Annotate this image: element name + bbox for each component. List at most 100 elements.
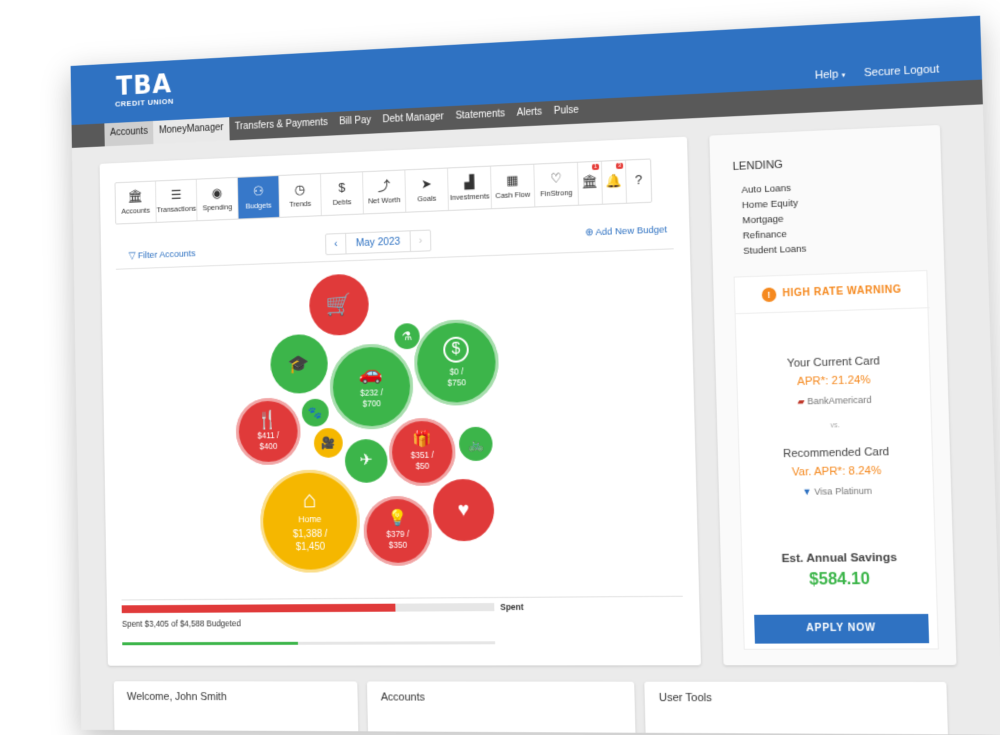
movie-camera-icon: 🎥	[321, 437, 336, 449]
recommended-card-bank: ▼ Visa Platinum	[740, 485, 935, 498]
welcome-text: Welcome, John Smith	[127, 691, 227, 703]
nav-moneymanager[interactable]: MoneyManager	[153, 117, 229, 144]
paw-icon: 🐾	[308, 407, 323, 419]
bank-alert-button[interactable]: 🏛 1	[578, 162, 603, 205]
bank-icon: 🏛	[128, 190, 143, 204]
navigation-arrow-icon: ➤	[421, 177, 432, 191]
tab-finstrong[interactable]: ♡ FinStrong	[534, 163, 579, 207]
tab-label: Trends	[289, 199, 311, 209]
budget-bubble-travel[interactable]: ✈	[345, 439, 388, 483]
fork-knife-icon: 🍴	[257, 411, 279, 429]
nav-statements[interactable]: Statements	[449, 103, 511, 130]
airplane-icon: ✈	[360, 453, 373, 469]
help-button[interactable]: ?	[626, 159, 651, 202]
budget-bubble-gifts[interactable]: 🎁 $351 / $50	[388, 417, 456, 486]
logo-sub: CREDIT UNION	[115, 97, 174, 109]
trend-line-icon: ⤴	[378, 179, 391, 193]
spending-icon: ◉	[212, 186, 223, 200]
lending-title: LENDING	[732, 159, 783, 173]
welcome-card: Welcome, John Smith	[114, 681, 359, 734]
budgets-icon: ⚇	[253, 184, 264, 198]
next-month-button[interactable]: ›	[411, 231, 431, 251]
car-icon: 🚗	[359, 364, 383, 384]
income-progress-bar	[122, 641, 495, 645]
budget-bubble-education[interactable]: 🎓	[270, 334, 328, 394]
lightbulb-icon: 💡	[388, 511, 408, 527]
rate-promo: ! HIGH RATE WARNING Your Current Card APR…	[734, 270, 939, 650]
nav-pulse[interactable]: Pulse	[548, 99, 585, 125]
budget-bubble-auto[interactable]: 🚗 $232 / $700	[329, 343, 414, 430]
logo[interactable]: TBA CREDIT UNION	[115, 70, 174, 109]
tab-trends[interactable]: ◷ Trends	[279, 174, 322, 217]
bubble-amount: $232 / $700	[360, 387, 383, 409]
cart-icon: 🛒	[326, 294, 353, 316]
nav-alerts[interactable]: Alerts	[511, 101, 549, 127]
nav-accounts[interactable]: Accounts	[104, 121, 153, 146]
spent-progress-fill	[122, 604, 396, 613]
tab-goals[interactable]: ➤ Goals	[405, 168, 449, 211]
bubble-amount: $351 / $50	[411, 450, 434, 472]
link-home-equity[interactable]: Home Equity	[742, 195, 806, 213]
tab-debts[interactable]: $ Debts	[321, 172, 364, 215]
budget-bubble-entertainment[interactable]: 🎥	[314, 428, 343, 458]
nav-debt-manager[interactable]: Debt Manager	[377, 106, 450, 133]
budget-bubble-health[interactable]: ♥	[433, 479, 495, 542]
nav-billpay[interactable]: Bill Pay	[333, 110, 377, 136]
rec-bank-label: Visa Platinum	[814, 486, 872, 497]
apply-now-button[interactable]: APPLY NOW	[754, 614, 929, 644]
tab-label: Debts	[333, 197, 352, 207]
alert-icon: !	[762, 287, 777, 302]
browser-screen: TBA CREDIT UNION Help ▾ Secure Logout Ac…	[71, 16, 1000, 735]
logout-link[interactable]: Secure Logout	[864, 63, 940, 79]
tab-spending[interactable]: ◉ Spending	[197, 178, 239, 220]
budget-bubble-drinks[interactable]: ⚗	[394, 323, 420, 349]
bubble-name: Home	[298, 514, 321, 524]
tab-accounts[interactable]: 🏛 Accounts	[115, 181, 156, 223]
tab-label: Investments	[450, 191, 490, 202]
prev-month-button[interactable]: ‹	[326, 234, 346, 254]
budget-bubble-shopping[interactable]: 🛒	[309, 273, 370, 336]
notifications-button[interactable]: 🔔 3	[602, 161, 627, 204]
budget-bubble-utilities[interactable]: 💡 $379 / $350	[363, 496, 432, 566]
budget-bubble-pets[interactable]: 🐾	[302, 399, 329, 427]
add-budget-button[interactable]: ⊕ Add New Budget	[585, 224, 667, 238]
tab-label: Spending	[202, 202, 232, 212]
add-budget-label: Add New Budget	[595, 224, 667, 238]
bubble-amount: $1,388 / $1,450	[293, 528, 328, 554]
graduation-cap-icon: 🎓	[288, 355, 310, 373]
budget-bubble-dining[interactable]: 🍴 $411 / $400	[235, 397, 301, 465]
spent-label: Spent	[500, 602, 524, 612]
budget-bubble-bike[interactable]: 🚲	[459, 427, 493, 462]
dollar-circle-icon: $	[443, 336, 469, 363]
tab-net-worth[interactable]: ⤴ Net Worth	[363, 170, 406, 213]
tab-label: Cash Flow	[495, 190, 530, 200]
current-card-apr: APR*: 21.24%	[737, 372, 932, 389]
budget-bubble-income[interactable]: $ $0 / $750	[413, 319, 499, 407]
filter-accounts-link[interactable]: ▽ Filter Accounts	[129, 248, 196, 261]
tab-investments[interactable]: ▟ Investments	[448, 167, 492, 210]
bar-chart-icon: ▟	[464, 175, 474, 189]
tab-label: Goals	[417, 194, 436, 204]
bell-badge: 3	[616, 163, 624, 169]
money-manager-card: 🏛 Accounts ☰ Transactions ◉ Spending ⚇ Budge…	[100, 137, 701, 666]
budget-bubble-home[interactable]: ⌂ Home $1,388 / $1,450	[259, 469, 360, 573]
warning-text: HIGH RATE WARNING	[782, 284, 901, 299]
heart-pulse-icon: ♡	[550, 171, 562, 185]
lending-sidebar: LENDING Auto Loans Home Equity Mortgage …	[709, 125, 956, 665]
link-student-loans[interactable]: Student Loans	[743, 241, 807, 259]
current-bank-label: BankAmericard	[807, 395, 872, 407]
income-progress-fill	[122, 642, 298, 645]
dollar-doc-icon: $	[338, 181, 345, 195]
tab-budgets[interactable]: ⚇ Budgets	[238, 176, 280, 219]
tab-cash-flow[interactable]: ▦ Cash Flow	[491, 165, 535, 209]
tab-transactions[interactable]: ☰ Transactions	[156, 180, 198, 222]
bank-flag-icon: ▰	[797, 396, 804, 406]
help-link[interactable]: Help ▾	[815, 68, 846, 82]
bell-icon: 🔔	[606, 173, 623, 188]
nav-transfers[interactable]: Transfers & Payments	[229, 112, 334, 140]
month-selector: ‹ May 2023 ›	[325, 230, 431, 256]
current-card-label: Your Current Card	[737, 354, 931, 371]
savings-value: $584.10	[743, 570, 938, 590]
bicycle-icon: 🚲	[468, 437, 484, 450]
lending-links: Auto Loans Home Equity Mortgage Refinanc…	[741, 180, 806, 259]
